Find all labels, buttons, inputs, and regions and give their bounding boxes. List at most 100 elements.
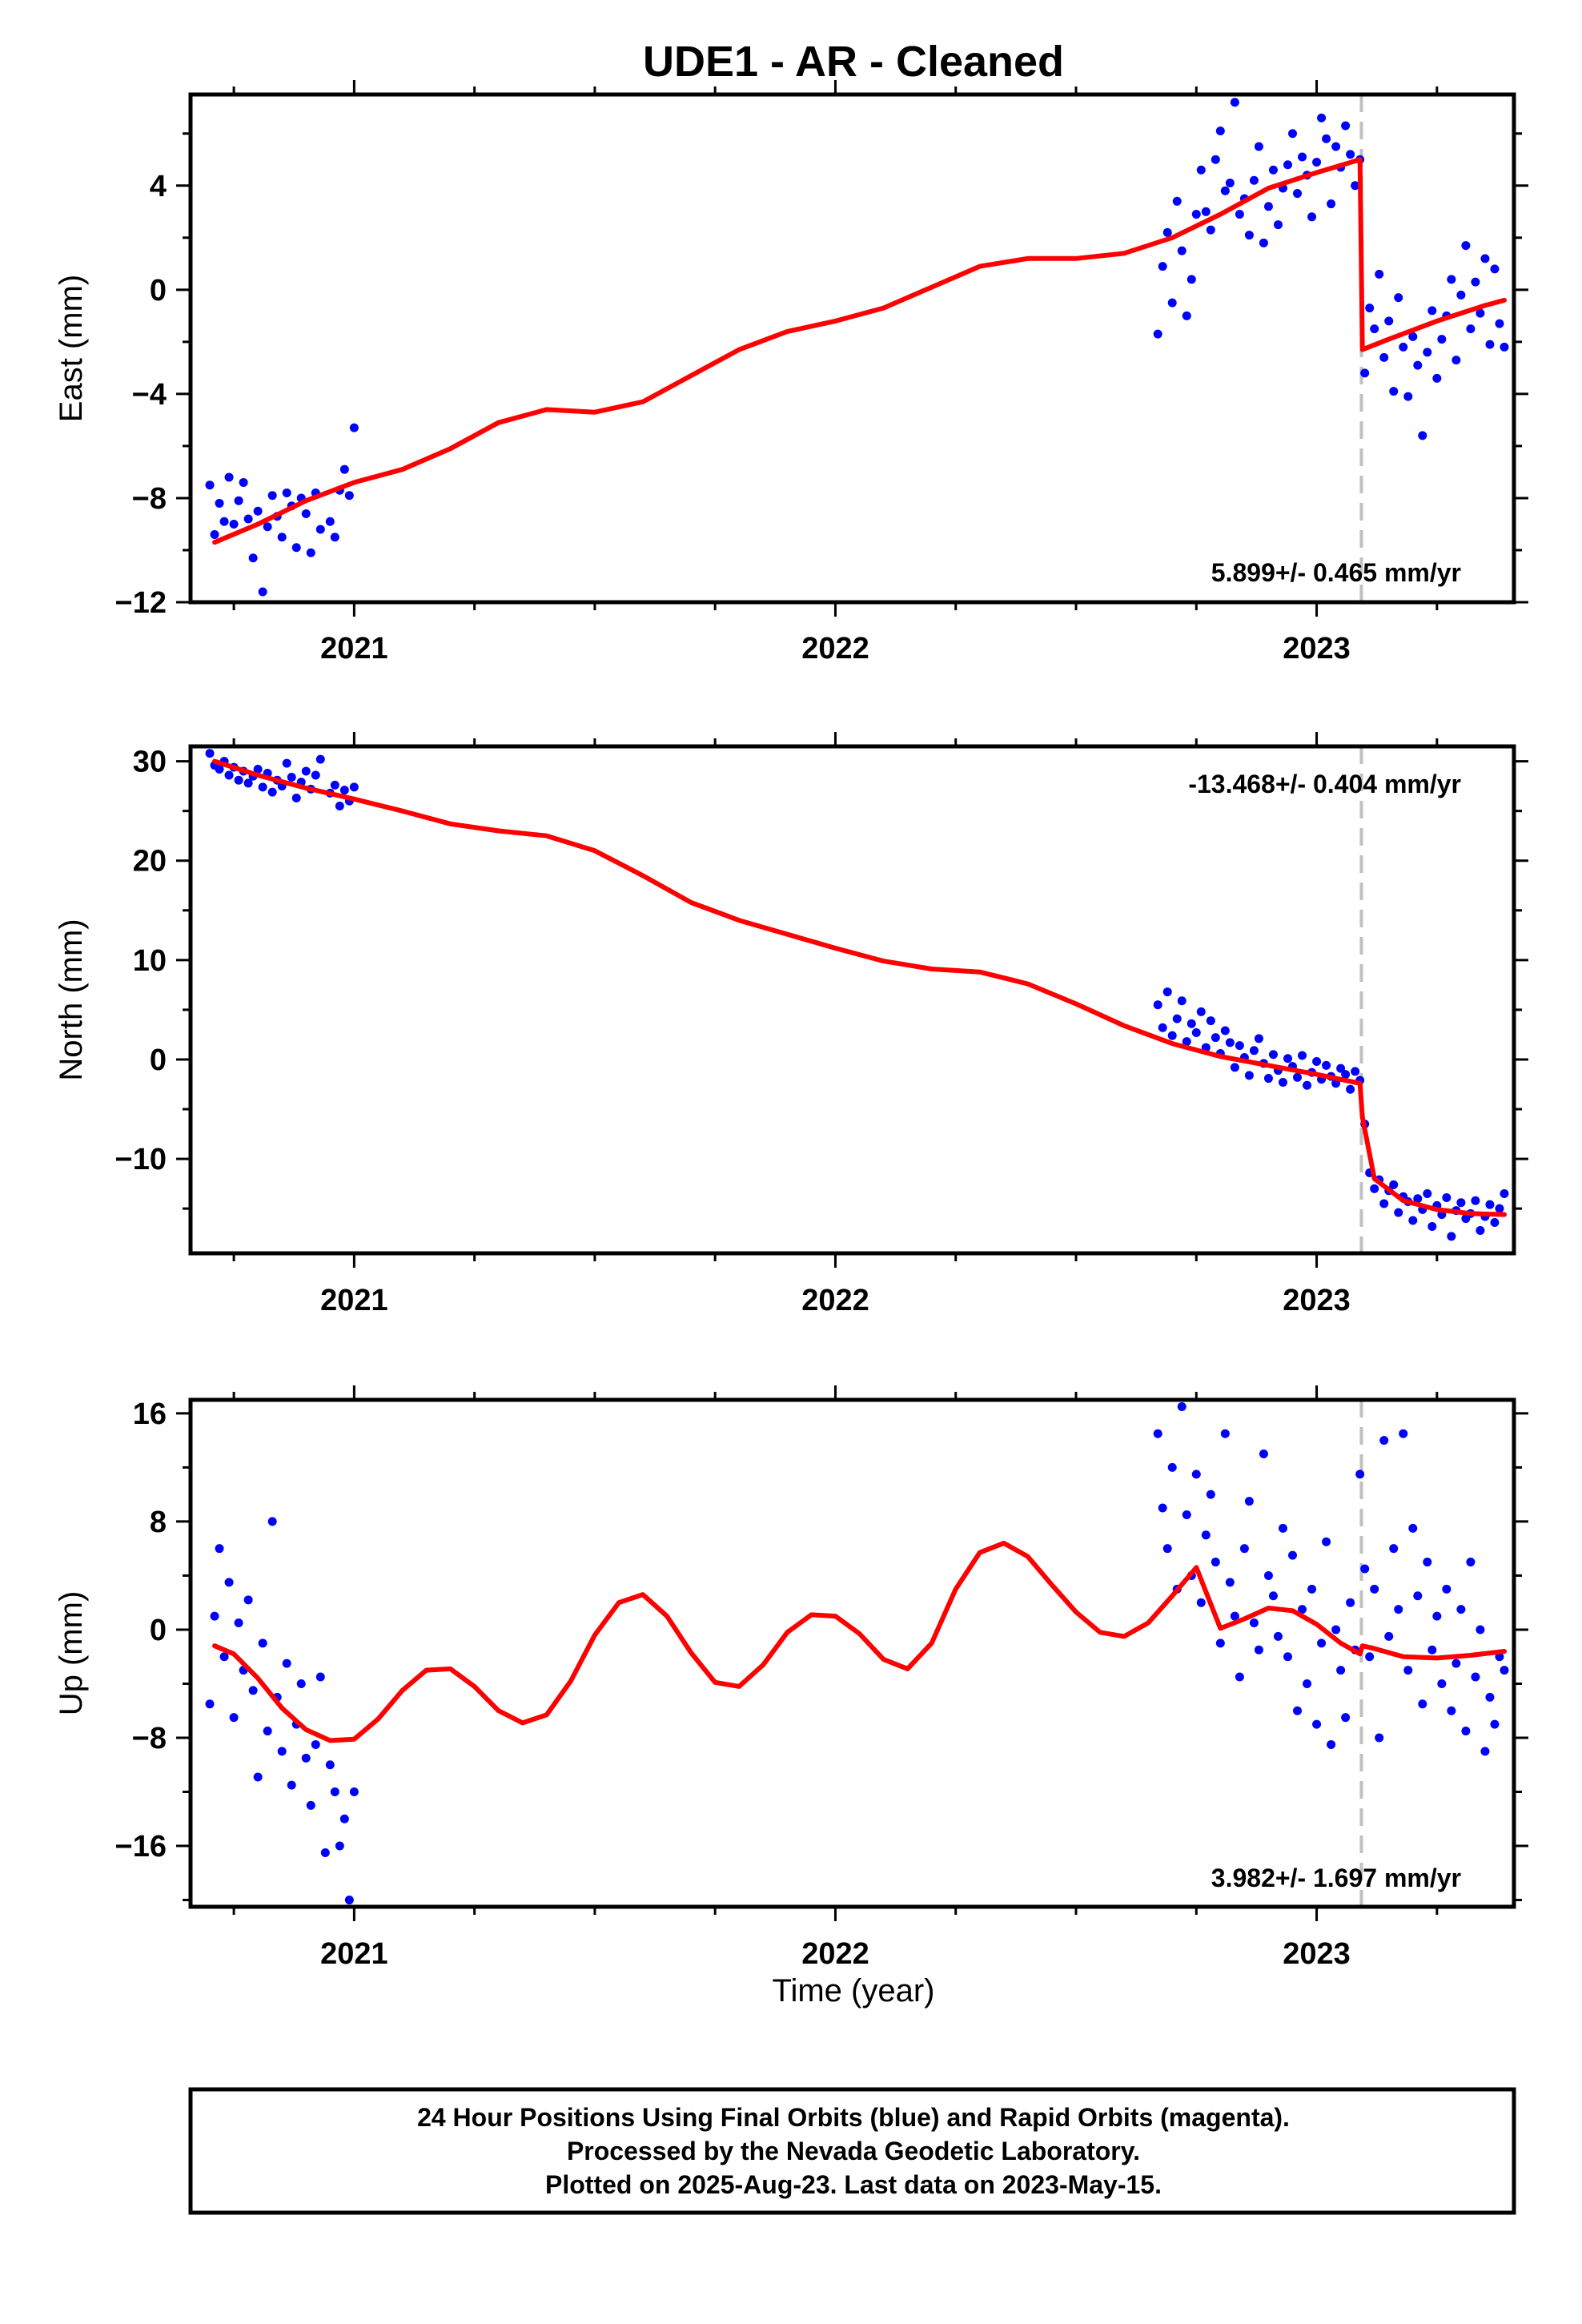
data-point	[1307, 1584, 1317, 1594]
data-point	[1220, 186, 1230, 195]
data-point	[1186, 1019, 1196, 1028]
data-point	[253, 765, 263, 774]
data-point	[1317, 113, 1327, 123]
data-point	[205, 480, 215, 490]
data-point	[1201, 1530, 1211, 1540]
data-point	[315, 754, 325, 764]
footer-line-3: Plotted on 2025-Aug-23. Last data on 202…	[545, 2170, 1162, 2199]
data-point	[1476, 308, 1485, 318]
data-point	[1389, 1180, 1399, 1189]
data-point	[1268, 1050, 1278, 1059]
data-point	[1389, 1544, 1399, 1554]
data-point	[339, 1814, 349, 1823]
y-tick-label: 16	[133, 1397, 167, 1431]
data-point	[291, 794, 301, 803]
data-point	[1287, 129, 1297, 139]
data-point	[1480, 1747, 1490, 1756]
data-point	[1490, 1719, 1500, 1729]
data-point	[1177, 996, 1186, 1006]
y-tick-label: −10	[115, 1143, 167, 1176]
y-tick-label: 0	[150, 274, 167, 308]
data-point	[210, 529, 219, 539]
data-point	[1336, 1666, 1346, 1675]
data-point	[1244, 1497, 1254, 1506]
data-point	[1351, 1067, 1360, 1076]
data-point	[1153, 1000, 1162, 1010]
data-point	[349, 1787, 359, 1797]
data-point	[1312, 1056, 1322, 1066]
data-point	[1500, 1189, 1509, 1199]
y-tick-label: 4	[150, 170, 167, 203]
data-point	[1346, 1598, 1355, 1607]
data-point	[1158, 262, 1167, 271]
data-point	[1182, 1510, 1191, 1519]
data-point	[1235, 1672, 1244, 1682]
data-point	[330, 1787, 339, 1797]
data-point	[1263, 1570, 1273, 1580]
data-point	[1254, 1645, 1263, 1655]
data-point	[1346, 1084, 1355, 1094]
data-point	[1351, 181, 1360, 191]
data-point	[1485, 1692, 1495, 1702]
data-point	[1480, 254, 1490, 263]
data-point	[258, 1638, 267, 1648]
data-point	[1346, 150, 1355, 159]
data-point	[1447, 275, 1456, 284]
data-point	[1191, 1027, 1201, 1037]
data-point	[1259, 1449, 1268, 1459]
data-point	[1312, 1719, 1322, 1729]
data-point	[1461, 241, 1471, 251]
data-point	[1158, 1023, 1167, 1032]
data-point	[1495, 1204, 1504, 1213]
data-point	[1375, 1733, 1384, 1743]
data-point	[1466, 1558, 1476, 1567]
data-point	[1201, 207, 1211, 216]
data-point	[1379, 1436, 1389, 1445]
data-point	[1403, 1666, 1413, 1675]
data-point	[1360, 368, 1370, 378]
data-point	[330, 533, 339, 542]
data-point	[1379, 1199, 1389, 1208]
data-point	[1394, 1208, 1403, 1217]
data-point	[301, 1753, 311, 1763]
data-point	[1413, 1591, 1423, 1601]
data-point	[1466, 324, 1476, 334]
data-point	[205, 749, 215, 758]
data-point	[1225, 179, 1235, 188]
data-point	[277, 1747, 287, 1756]
data-point	[1293, 189, 1303, 199]
data-point	[267, 787, 277, 797]
data-point	[1196, 1007, 1206, 1016]
data-point	[1220, 1429, 1230, 1438]
data-point	[1293, 1706, 1303, 1715]
y-tick-label: 10	[133, 944, 167, 978]
y-axis-label: Up (mm)	[54, 1591, 89, 1716]
data-point	[267, 1517, 277, 1526]
x-tick-label: 2022	[801, 632, 869, 665]
up-panel: 2021 2022 2023 −16 −8 0 8 16 Up (mm) 3.982+/- 1.6…	[54, 1385, 1528, 1971]
data-point	[1447, 1232, 1456, 1241]
y-tick-label: −4	[132, 378, 167, 412]
x-tick-label: 2021	[320, 1284, 388, 1317]
data-point	[1322, 134, 1331, 143]
data-point	[243, 778, 253, 788]
data-point	[1153, 1429, 1162, 1438]
data-point	[263, 1727, 272, 1736]
data-point	[1456, 290, 1466, 300]
data-point	[1235, 210, 1244, 219]
data-point	[282, 758, 291, 768]
data-point	[1211, 155, 1220, 164]
y-tick-label: −12	[115, 586, 167, 620]
data-point	[263, 522, 272, 532]
east-panel: 2021 2022 2023 −12 −8 −4 0 4 East (mm) 5.899+/- 0…	[54, 80, 1528, 665]
data-point	[282, 1659, 291, 1668]
data-point	[1191, 1470, 1201, 1479]
data-point	[1394, 293, 1403, 303]
data-point	[1172, 196, 1182, 206]
data-point	[1365, 304, 1375, 313]
data-point	[1418, 431, 1427, 440]
y-tick-label: −8	[132, 1722, 167, 1755]
data-point	[1182, 311, 1191, 320]
data-point	[1220, 1026, 1230, 1035]
